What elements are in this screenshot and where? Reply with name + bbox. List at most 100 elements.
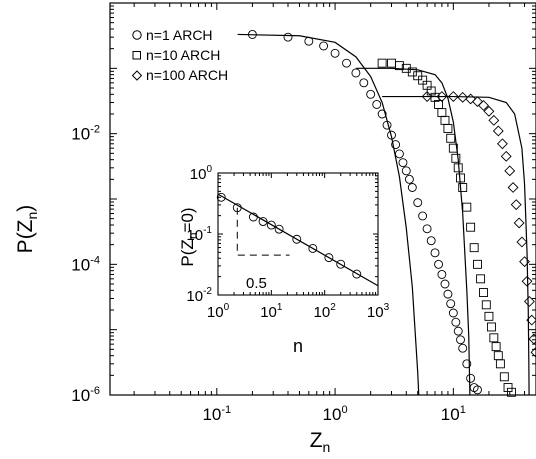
data-point-square <box>469 243 479 253</box>
data-point-square <box>456 173 465 183</box>
inset-slope-annotation: 0.5 <box>246 275 267 292</box>
data-point-diamond <box>513 217 525 229</box>
main-tick-labels: 10-1 100 101 10-2 10-4 10-6 <box>71 124 466 424</box>
data-point-square <box>486 322 496 332</box>
legend-entry-n10: n=10 ARCH <box>132 47 220 63</box>
legend-label-n1: n=1 ARCH <box>146 27 213 43</box>
y-tick-label: 100 <box>190 164 213 183</box>
data-point-circle <box>473 385 482 395</box>
legend-marker-square <box>132 51 141 60</box>
data-point-square <box>503 383 513 393</box>
data-point-circle <box>462 359 472 369</box>
inset-data-point <box>216 192 226 202</box>
legend-entry-n1: n=1 ARCH <box>132 27 213 43</box>
legend-marker-circle <box>132 30 142 40</box>
inset-data-point <box>258 217 268 226</box>
data-point-circle <box>382 120 392 130</box>
data-point-circle <box>448 308 458 318</box>
inset-x-axis-label: n <box>293 336 303 356</box>
inset-data-points <box>216 192 362 279</box>
data-point-diamond <box>436 91 448 102</box>
data-point-diamond <box>504 165 516 177</box>
data-point-diamond <box>472 96 483 108</box>
inset-data-point <box>352 269 362 279</box>
main-ticks <box>110 2 536 396</box>
data-point-square <box>479 288 488 297</box>
legend-entry-n100: n=100 ARCH <box>131 67 228 83</box>
data-point-diamond <box>528 333 536 345</box>
inset-background <box>218 173 378 295</box>
data-point-diamond <box>465 93 477 105</box>
data-point-square <box>493 351 503 361</box>
data-point-diamond <box>483 105 495 117</box>
inset-fit-line <box>217 193 379 287</box>
data-point-circle <box>407 183 417 192</box>
data-point-circle <box>443 289 453 299</box>
data-point-circle <box>466 373 476 383</box>
inset-data-point <box>274 224 284 234</box>
data-point-diamond <box>519 256 530 268</box>
data-point-circle <box>401 166 411 176</box>
data-point-diamond <box>500 150 512 162</box>
data-point-diamond <box>478 100 489 111</box>
data-point-square <box>495 359 505 369</box>
inset-data-point <box>248 212 258 222</box>
data-point-circle <box>426 236 436 246</box>
data-point-diamond <box>492 125 504 137</box>
data-point-square <box>387 58 396 68</box>
data-point-circle <box>413 198 423 208</box>
legend-label-n100: n=100 ARCH <box>146 67 228 83</box>
inset-plot: 100 101 102 103 100 10-1 10-2 0.5 n P(Zn=0) <box>178 164 390 356</box>
data-point-diamond <box>526 314 536 326</box>
legend: n=1 ARCH n=10 ARCH n=100 ARCH <box>131 27 228 83</box>
inset-data-point <box>336 259 346 269</box>
data-point-circle <box>437 270 447 279</box>
data-point-circle <box>440 279 450 289</box>
data-point-square <box>481 300 491 310</box>
data-point-square <box>476 274 486 284</box>
data-point-circle <box>458 343 468 353</box>
data-point-circle <box>451 317 461 327</box>
data-point-circle <box>418 211 428 221</box>
data-point-circle <box>377 109 387 119</box>
fit-curve-series-1 <box>237 33 420 396</box>
inset-fit-line <box>217 193 379 287</box>
data-point-diamond <box>521 275 533 287</box>
inset-ticks <box>217 172 379 296</box>
inset-guide-lines <box>236 207 290 256</box>
data-point-diamond <box>488 114 500 126</box>
inset-y-axis-label: P(Zn=0) <box>178 207 200 266</box>
data-point-circle <box>366 89 376 99</box>
main-data-points <box>247 30 536 397</box>
data-point-circle <box>342 58 351 68</box>
data-point-circle <box>453 326 463 336</box>
x-tick-label: 102 <box>314 302 337 321</box>
inset-data-point <box>308 243 318 253</box>
inset-tick-labels: 100 101 102 103 100 10-1 10-2 <box>186 164 389 321</box>
inset-data-point <box>324 253 334 263</box>
x-tick-label: 101 <box>260 302 283 321</box>
data-point-circle <box>351 68 361 78</box>
x-axis-label: Zn <box>310 429 331 455</box>
inset-data-point <box>232 203 242 213</box>
data-point-square <box>453 163 463 173</box>
data-point-diamond <box>510 199 522 211</box>
y-tick-label: 10-4 <box>71 254 100 274</box>
x-tick-label: 100 <box>207 302 230 321</box>
data-point-square <box>418 75 428 85</box>
y-tick-label: 10-6 <box>71 385 100 405</box>
data-point-square <box>506 387 516 397</box>
data-point-circle <box>456 335 465 345</box>
legend-marker-diamond <box>131 70 143 81</box>
data-point-circle <box>422 224 432 234</box>
data-point-square <box>443 124 453 133</box>
y-axis-label: P(Zn) <box>14 205 40 254</box>
data-point-circle <box>283 32 293 42</box>
inset-data-point <box>266 220 276 230</box>
data-point-square <box>466 222 476 232</box>
data-point-square <box>377 58 387 68</box>
data-point-circle <box>359 78 369 88</box>
x-tick-label: 101 <box>441 404 466 424</box>
legend-label-n10: n=10 ARCH <box>146 47 220 63</box>
